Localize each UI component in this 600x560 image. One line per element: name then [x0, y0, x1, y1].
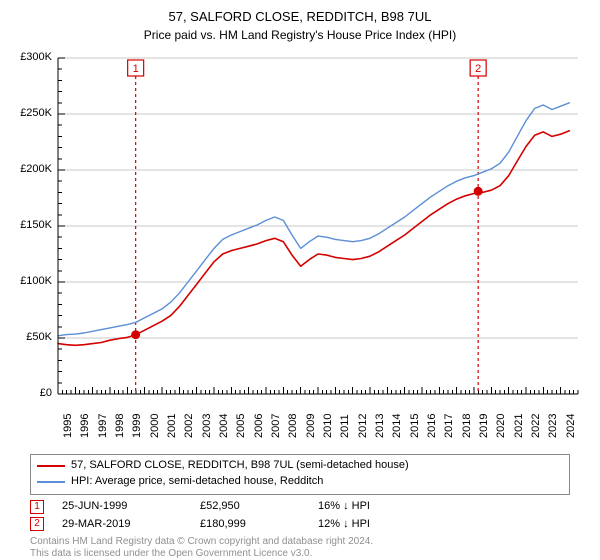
- y-tick-label: £0: [0, 387, 52, 399]
- plot-area: 12: [14, 52, 586, 400]
- x-tick-label: 2006: [253, 414, 265, 438]
- x-tick-label: 1996: [79, 414, 91, 438]
- x-tick-label: 2002: [183, 414, 195, 438]
- x-tick-label: 2012: [357, 414, 369, 438]
- event-list: 1 25-JUN-1999 £52,950 16% ↓ HPI 2 29-MAR…: [30, 498, 570, 533]
- x-tick-label: 2004: [218, 414, 230, 438]
- x-tick-label: 2003: [201, 414, 213, 438]
- event-badge: 1: [30, 500, 44, 514]
- x-tick-label: 2021: [513, 414, 525, 438]
- chart-subtitle: Price paid vs. HM Land Registry's House …: [0, 26, 600, 42]
- y-tick-label: £250K: [0, 107, 52, 119]
- y-tick-label: £100K: [0, 275, 52, 287]
- x-tick-label: 2013: [374, 414, 386, 438]
- legend-label: HPI: Average price, semi-detached house,…: [71, 474, 323, 490]
- x-tick-label: 2017: [443, 414, 455, 438]
- x-tick-label: 2019: [478, 414, 490, 438]
- event-row-1: 1 25-JUN-1999 £52,950 16% ↓ HPI: [30, 498, 570, 516]
- x-tick-label: 2016: [426, 414, 438, 438]
- footer-attribution: Contains HM Land Registry data © Crown c…: [30, 536, 570, 560]
- y-tick-label: £300K: [0, 51, 52, 63]
- event-price: £180,999: [200, 516, 300, 534]
- svg-text:2: 2: [475, 63, 481, 75]
- x-tick-label: 2009: [305, 414, 317, 438]
- x-tick-label: 2015: [409, 414, 421, 438]
- legend-label: 57, SALFORD CLOSE, REDDITCH, B98 7UL (se…: [71, 458, 409, 474]
- x-tick-label: 2014: [391, 414, 403, 438]
- event-date: 29-MAR-2019: [62, 516, 182, 534]
- x-tick-label: 2008: [287, 414, 299, 438]
- x-tick-label: 2020: [495, 414, 507, 438]
- chart-title: 57, SALFORD CLOSE, REDDITCH, B98 7UL: [0, 0, 600, 26]
- x-tick-label: 1999: [131, 414, 143, 438]
- legend-swatch: [37, 481, 65, 483]
- event-date: 25-JUN-1999: [62, 498, 182, 516]
- legend-box: 57, SALFORD CLOSE, REDDITCH, B98 7UL (se…: [30, 454, 570, 495]
- legend-swatch: [37, 465, 65, 467]
- x-tick-label: 1998: [114, 414, 126, 438]
- legend-item-price-paid: 57, SALFORD CLOSE, REDDITCH, B98 7UL (se…: [37, 458, 563, 474]
- event-delta: 12% ↓ HPI: [318, 516, 438, 534]
- x-tick-label: 2024: [565, 414, 577, 438]
- footer-line: This data is licensed under the Open Gov…: [30, 548, 570, 560]
- x-tick-label: 1997: [97, 414, 109, 438]
- chart-container: 57, SALFORD CLOSE, REDDITCH, B98 7UL Pri…: [0, 0, 600, 560]
- x-tick-label: 2022: [530, 414, 542, 438]
- event-badge: 2: [30, 517, 44, 531]
- x-tick-label: 2001: [166, 414, 178, 438]
- x-tick-label: 2010: [322, 414, 334, 438]
- event-delta: 16% ↓ HPI: [318, 498, 438, 516]
- legend-item-hpi: HPI: Average price, semi-detached house,…: [37, 474, 563, 490]
- x-tick-label: 1995: [62, 414, 74, 438]
- footer-line: Contains HM Land Registry data © Crown c…: [30, 536, 570, 548]
- event-price: £52,950: [200, 498, 300, 516]
- x-tick-label: 2023: [547, 414, 559, 438]
- x-tick-label: 2007: [270, 414, 282, 438]
- x-tick-label: 2018: [461, 414, 473, 438]
- x-tick-label: 2011: [339, 414, 351, 438]
- x-tick-label: 2005: [235, 414, 247, 438]
- y-tick-label: £200K: [0, 163, 52, 175]
- y-tick-label: £50K: [0, 331, 52, 343]
- y-tick-label: £150K: [0, 219, 52, 231]
- x-tick-label: 2000: [149, 414, 161, 438]
- x-axis-labels: 1995 1996 1997 1998 1999 2000 2001 2002 2003 2004…: [14, 402, 586, 462]
- chart-svg: 12: [14, 52, 586, 400]
- svg-text:1: 1: [133, 63, 139, 75]
- event-row-2: 2 29-MAR-2019 £180,999 12% ↓ HPI: [30, 516, 570, 534]
